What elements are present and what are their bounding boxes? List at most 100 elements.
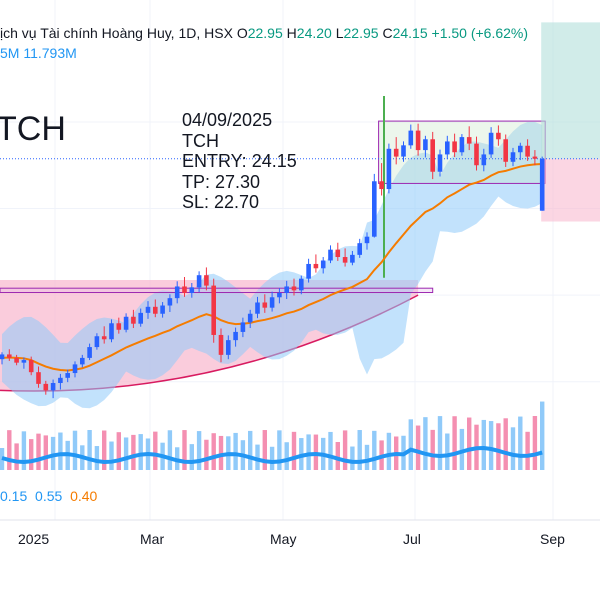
candle-body	[313, 263, 319, 269]
candle-body	[518, 145, 523, 153]
open-value: 22.95	[247, 25, 283, 41]
candle-body	[284, 286, 289, 293]
note-sl: SL: 22.70	[182, 192, 260, 212]
note-entry: ENTRY: 24.15	[182, 151, 297, 171]
volume-bar	[357, 430, 362, 470]
stop-loss-zone	[541, 158, 600, 222]
volume-bar	[29, 439, 34, 470]
candle-body	[328, 249, 333, 261]
candle-body	[65, 373, 70, 378]
candle-body	[262, 302, 268, 308]
volume-bar	[284, 442, 289, 470]
candle-body	[459, 137, 465, 153]
volume-bar	[72, 430, 78, 470]
candle-body	[204, 275, 209, 286]
volume-bar	[14, 443, 19, 470]
candle-body	[145, 306, 151, 313]
volume-bar	[43, 435, 48, 470]
x-tick-jul: Jul	[403, 531, 421, 547]
candle-body	[510, 152, 516, 162]
volume-bar	[342, 430, 348, 470]
candle-body	[466, 137, 472, 144]
candle-body	[21, 360, 27, 363]
candle-body	[335, 249, 341, 258]
candle-body	[408, 130, 414, 146]
candle-body	[72, 364, 78, 374]
volume-bar	[430, 429, 435, 470]
volume-bar	[328, 431, 333, 470]
candle-body	[14, 357, 19, 363]
volume-bar	[153, 431, 158, 470]
candle-body	[167, 298, 173, 306]
candle-body	[43, 383, 49, 391]
note-date: 04/09/2025	[182, 110, 273, 130]
x-tick-may: May	[270, 531, 297, 547]
candle-body	[131, 316, 136, 324]
indicator-value-3: 0.40	[70, 488, 98, 504]
candle-body	[306, 263, 311, 279]
volume-bar	[102, 430, 107, 470]
indicator-value-1: 0.15	[0, 488, 28, 504]
volume-bar	[233, 432, 238, 470]
candle-body	[386, 148, 392, 190]
volume-bar	[36, 433, 41, 470]
candle-body	[101, 336, 107, 340]
volume-legend: 5M 11.793M	[0, 45, 77, 61]
volume-bar	[496, 423, 501, 470]
low-label: L	[335, 25, 344, 41]
candle-body	[226, 340, 231, 355]
volume-bar	[211, 433, 216, 470]
candle-body	[430, 139, 435, 172]
candle-body	[189, 287, 195, 293]
ohlc-header: ịch vụ Tài chính Hoàng Huy, 1D, HSX O22.…	[0, 25, 528, 41]
candle-body	[503, 139, 508, 162]
volume-value-a: 5M	[0, 45, 20, 61]
volume-bar	[415, 425, 421, 470]
candle-body	[379, 181, 384, 190]
open-label: O	[236, 25, 248, 41]
volume-ma-line	[1, 446, 543, 464]
candle-body	[350, 254, 355, 263]
candle-body	[28, 360, 34, 373]
high-value: 24.20	[296, 25, 332, 41]
volume-bar	[503, 418, 508, 470]
candle-body	[269, 297, 275, 308]
candle-body	[372, 181, 377, 237]
volume-bar	[510, 427, 516, 470]
candle-body	[160, 305, 165, 314]
volume-bar	[277, 430, 282, 470]
candle-body	[255, 302, 260, 314]
volume-bar	[335, 442, 340, 470]
candle-body	[240, 322, 246, 332]
candle-body	[539, 158, 545, 211]
volume-bar	[364, 444, 370, 470]
candle-body	[423, 139, 428, 151]
indicator-value-2: 0.55	[35, 488, 63, 504]
volume-value-b: 11.793M	[23, 45, 77, 61]
indicator-legend: 0.15 0.55 0.40	[0, 488, 97, 504]
candle-body	[342, 257, 348, 263]
candle-body	[50, 383, 56, 391]
volume-bar	[123, 437, 129, 470]
volume-bar	[445, 433, 450, 470]
volume-bar	[58, 432, 63, 470]
volume-bar	[372, 430, 377, 470]
note-ticker: TCH	[182, 130, 219, 151]
volume-bar	[291, 431, 297, 470]
candle-body	[87, 347, 92, 358]
candle-body	[218, 334, 224, 355]
symbol-description: ịch vụ Tài chính Hoàng Huy, 1D, HSX	[0, 25, 233, 41]
volume-bar	[525, 431, 530, 470]
volume-bar	[94, 446, 100, 470]
volume-bar	[408, 419, 413, 470]
volume-bar	[167, 430, 173, 470]
volume-bar	[131, 434, 136, 470]
volume-bar	[189, 444, 194, 470]
x-tick-sep: Sep	[540, 531, 565, 547]
volume-bar	[532, 416, 538, 470]
high-label: H	[286, 25, 297, 41]
take-profit-zone	[541, 22, 600, 159]
bollinger-band	[2, 121, 543, 409]
candle-body	[109, 323, 114, 340]
